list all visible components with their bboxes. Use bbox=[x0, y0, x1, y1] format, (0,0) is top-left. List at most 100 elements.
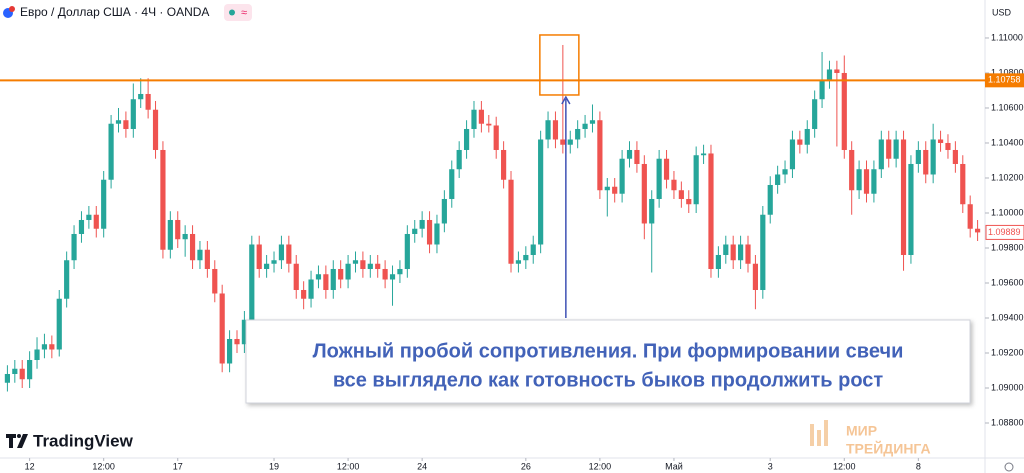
candle-body bbox=[900, 139, 907, 255]
last-price-box bbox=[985, 224, 1024, 240]
candle-body bbox=[589, 120, 596, 124]
candle-body bbox=[945, 142, 951, 150]
candle-body bbox=[389, 274, 396, 280]
candle-body bbox=[441, 198, 447, 224]
candle-body bbox=[41, 344, 48, 350]
currency-label: USD bbox=[992, 7, 1012, 17]
x-tick-label: 24 bbox=[417, 461, 427, 471]
candle-body bbox=[123, 120, 129, 129]
logo-mark bbox=[6, 434, 28, 448]
candle-body bbox=[841, 72, 847, 150]
candle-body bbox=[915, 149, 921, 164]
x-tick-label: 17 bbox=[173, 461, 183, 471]
candle-body bbox=[619, 158, 625, 194]
candle-body bbox=[515, 260, 522, 264]
candle-body bbox=[923, 149, 929, 175]
candle-body bbox=[404, 233, 410, 269]
candle-body bbox=[937, 139, 944, 143]
candle-body bbox=[582, 123, 588, 129]
candle-body bbox=[478, 109, 484, 124]
candle-body bbox=[804, 128, 810, 145]
candle-body bbox=[138, 93, 144, 100]
candle-body bbox=[145, 93, 151, 110]
logo-mark bbox=[17, 434, 21, 438]
candle-body bbox=[301, 289, 307, 299]
watermark-text: ТРЕЙДИНГА bbox=[846, 440, 931, 457]
candle-body bbox=[456, 149, 462, 170]
candle-body bbox=[189, 233, 196, 261]
candle-body bbox=[960, 163, 966, 205]
symbol-icon bbox=[9, 6, 15, 12]
highlight-box bbox=[539, 34, 580, 96]
candle-body bbox=[426, 219, 433, 245]
x-tick-label: 12:00 bbox=[589, 461, 612, 471]
annotation-arrowhead bbox=[561, 95, 571, 105]
candle-body bbox=[626, 149, 633, 159]
candle-body bbox=[434, 223, 440, 245]
candle-body bbox=[708, 153, 714, 269]
candle-body bbox=[115, 120, 122, 124]
candle-body bbox=[212, 268, 218, 294]
candle-body bbox=[463, 128, 470, 150]
candle-body bbox=[360, 260, 366, 269]
candle-body bbox=[730, 244, 736, 261]
candle-body bbox=[152, 109, 159, 150]
candle-body bbox=[723, 244, 729, 255]
candle-body bbox=[197, 249, 203, 261]
candle-body bbox=[19, 368, 25, 380]
candle-body bbox=[752, 263, 759, 290]
candle-body bbox=[375, 263, 381, 269]
candle-body bbox=[449, 169, 455, 199]
candle-body bbox=[567, 139, 573, 145]
candle-body bbox=[893, 139, 899, 159]
candle-body bbox=[182, 233, 188, 240]
candle-body bbox=[397, 268, 403, 275]
candle-body bbox=[71, 233, 77, 261]
candle-body bbox=[834, 69, 840, 73]
candle-body bbox=[241, 319, 247, 345]
candle-body bbox=[597, 120, 603, 191]
candle-body bbox=[286, 244, 292, 264]
candle-body bbox=[108, 123, 114, 180]
candle-body bbox=[56, 298, 62, 350]
candle-body bbox=[93, 214, 99, 229]
candle-body bbox=[49, 344, 55, 350]
logo-text: TradingView bbox=[33, 431, 134, 450]
status-badge bbox=[224, 4, 252, 21]
x-tick-label: 19 bbox=[269, 461, 279, 471]
candle-body bbox=[575, 128, 581, 140]
price-label-box bbox=[985, 73, 1024, 88]
candle-body bbox=[412, 228, 418, 234]
y-tick-label: 1.10800 bbox=[991, 67, 1024, 77]
candle-body bbox=[612, 186, 618, 194]
candle-body bbox=[167, 219, 173, 250]
candle-body bbox=[530, 244, 536, 255]
candle-body bbox=[878, 139, 884, 170]
settings-icon[interactable] bbox=[1004, 462, 1014, 472]
candle-body bbox=[538, 139, 544, 245]
candle-body bbox=[264, 263, 270, 269]
x-tick-label: 12:00 bbox=[92, 461, 115, 471]
candle-body bbox=[367, 263, 373, 269]
candle-body bbox=[293, 263, 299, 290]
candle-body bbox=[545, 120, 551, 140]
candle-body bbox=[789, 139, 796, 170]
candle-body bbox=[775, 174, 781, 185]
candle-body bbox=[678, 190, 684, 199]
candle-body bbox=[501, 149, 507, 180]
candle-body bbox=[471, 109, 477, 129]
candle-body bbox=[508, 179, 514, 264]
candle-body bbox=[700, 153, 707, 156]
candle-body bbox=[308, 279, 314, 299]
chart-title: Евро / Доллар США · 4Ч · OANDA bbox=[20, 5, 209, 19]
candle-body bbox=[856, 169, 862, 191]
candle-body bbox=[641, 163, 647, 224]
candle-body bbox=[782, 169, 788, 175]
candle-body bbox=[686, 198, 692, 205]
y-tick-label: 1.09600 bbox=[991, 277, 1024, 287]
plot bbox=[4, 44, 981, 392]
candle-body bbox=[715, 254, 721, 269]
y-tick-label: 1.09800 bbox=[991, 242, 1024, 252]
last-price-label: 1.09889 bbox=[988, 227, 1021, 237]
